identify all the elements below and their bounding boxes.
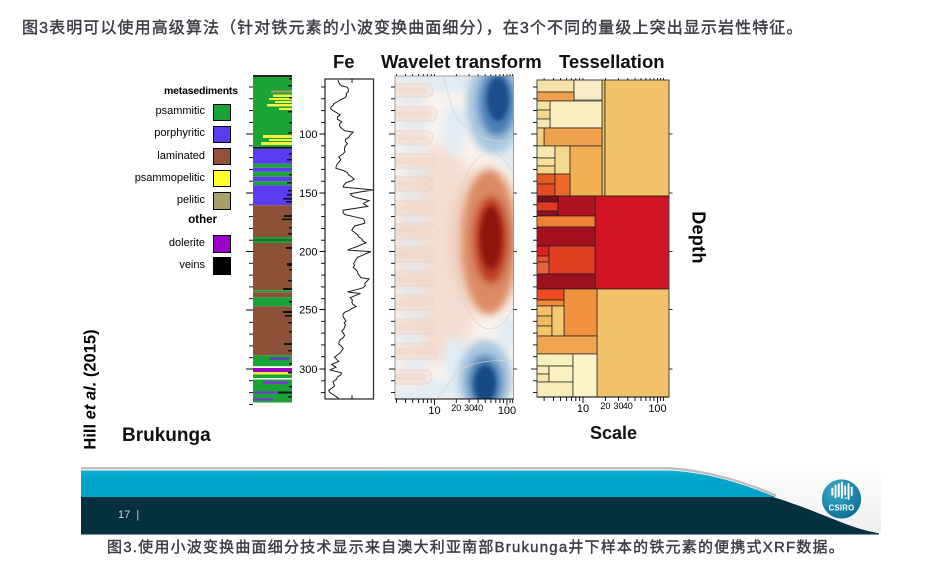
svg-text:CSIRO: CSIRO — [829, 503, 855, 512]
svg-text:200: 200 — [299, 247, 317, 259]
svg-text:20: 20 — [600, 401, 610, 411]
svg-text:150: 150 — [299, 188, 317, 200]
svg-text:10: 10 — [428, 405, 440, 416]
svg-text:17 |: 17 | — [118, 509, 139, 521]
svg-text:40: 40 — [473, 403, 483, 413]
svg-text:100: 100 — [648, 403, 666, 415]
svg-text:100: 100 — [498, 405, 516, 416]
svg-text:10: 10 — [577, 403, 589, 415]
svg-text:30: 30 — [464, 403, 474, 413]
svg-text:100: 100 — [299, 129, 317, 141]
svg-text:30: 30 — [613, 401, 623, 411]
svg-text:250: 250 — [299, 305, 317, 317]
svg-text:20: 20 — [451, 403, 461, 413]
svg-text:40: 40 — [623, 401, 633, 411]
svg-text:300: 300 — [299, 364, 317, 376]
